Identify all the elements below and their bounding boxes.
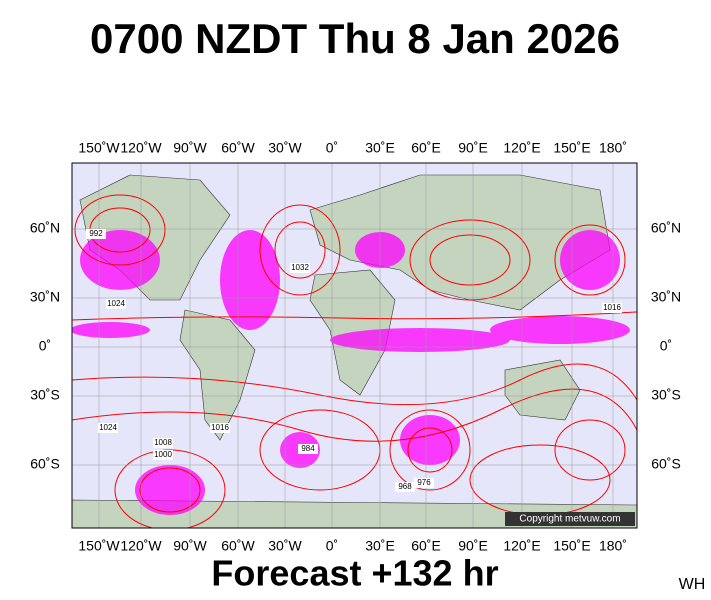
isobar-label: 984 xyxy=(301,444,315,453)
latitude-label-left: 60˚S xyxy=(30,456,60,472)
title: 0700 NZDT Thu 8 Jan 2026 xyxy=(90,15,620,62)
longitude-label-top: 60˚W xyxy=(221,140,255,156)
latitude-label-left: 0˚ xyxy=(39,338,51,354)
latitude-label-right: 30˚N xyxy=(651,289,681,305)
isobar-label-bg xyxy=(602,303,622,313)
copyright-box xyxy=(505,512,635,526)
longitude-label-bottom: 60˚E xyxy=(411,538,441,554)
latitude-label-right: 30˚S xyxy=(651,387,681,403)
isobar-label: 1024 xyxy=(107,299,125,308)
isobar-label: 1024 xyxy=(99,423,117,432)
isobars xyxy=(72,194,637,528)
graticule xyxy=(72,163,637,528)
isobar-label-bg xyxy=(298,444,318,454)
map-frame xyxy=(71,162,638,529)
longitude-label-bottom: 120˚W xyxy=(120,538,162,554)
footer: Forecast +132 hr xyxy=(211,553,498,594)
latitude-label-right: 60˚N xyxy=(651,220,681,236)
isobar-label: 1000 xyxy=(154,450,172,459)
longitude-label-bottom: 180˚ xyxy=(599,538,627,554)
copyright: Copyright metvuw.com xyxy=(519,514,620,525)
isobar-label: 968 xyxy=(398,482,412,491)
latitude-label-right: 0˚ xyxy=(660,338,672,354)
longitude-label-bottom: 90˚E xyxy=(458,538,488,554)
longitude-label-top: 120˚W xyxy=(120,140,162,156)
isobar-label: 1016 xyxy=(603,303,621,312)
longitude-label-bottom: 90˚W xyxy=(173,538,207,554)
longitude-label-bottom: 60˚W xyxy=(221,538,255,554)
isobar-label: 976 xyxy=(417,478,431,487)
isobar-label: 992 xyxy=(89,229,103,238)
longitude-label-bottom: 120˚E xyxy=(503,538,540,554)
isobar-label: 1032 xyxy=(291,263,309,272)
longitude-label-top: 60˚E xyxy=(411,140,441,156)
isobar-label-bg xyxy=(395,482,415,492)
longitude-label-top: 30˚W xyxy=(268,140,302,156)
longitude-label-top: 120˚E xyxy=(503,140,540,156)
isobar-label-bg xyxy=(86,229,106,239)
latitude-label-right: 60˚S xyxy=(651,456,681,472)
isobar-label-bg xyxy=(290,263,310,273)
latitude-label-left: 30˚S xyxy=(30,387,60,403)
isobar-label-bg xyxy=(106,299,126,309)
corner-mark: WH xyxy=(679,576,706,593)
longitude-label-bottom: 0˚ xyxy=(326,538,338,554)
isobar-label-bg xyxy=(153,450,173,460)
latitude-label-left: 60˚N xyxy=(30,220,60,236)
longitude-label-top: 0˚ xyxy=(326,140,338,156)
longitude-label-bottom: 30˚E xyxy=(365,538,395,554)
isobar-label-bg xyxy=(153,438,173,448)
longitude-label-bottom: 150˚E xyxy=(553,538,590,554)
isobar-label: 1008 xyxy=(154,438,172,447)
map: 1024 1016 1008 1032 1000 992 984 968 976 1024 1016… xyxy=(72,163,637,528)
longitude-label-top: 150˚W xyxy=(78,140,120,156)
longitude-label-top: 180˚ xyxy=(599,140,627,156)
isobar-label-bg xyxy=(414,478,434,488)
latitude-label-left: 30˚N xyxy=(30,289,60,305)
longitude-label-bottom: 30˚W xyxy=(268,538,302,554)
longitude-label-top: 90˚W xyxy=(173,140,207,156)
longitude-label-top: 150˚E xyxy=(553,140,590,156)
longitude-label-top: 90˚E xyxy=(458,140,488,156)
isobar-label-bg xyxy=(210,423,230,433)
isobar-label: 1016 xyxy=(211,423,229,432)
longitude-label-bottom: 150˚W xyxy=(78,538,120,554)
longitude-label-top: 30˚E xyxy=(365,140,395,156)
isobar-label-bg xyxy=(98,423,118,433)
